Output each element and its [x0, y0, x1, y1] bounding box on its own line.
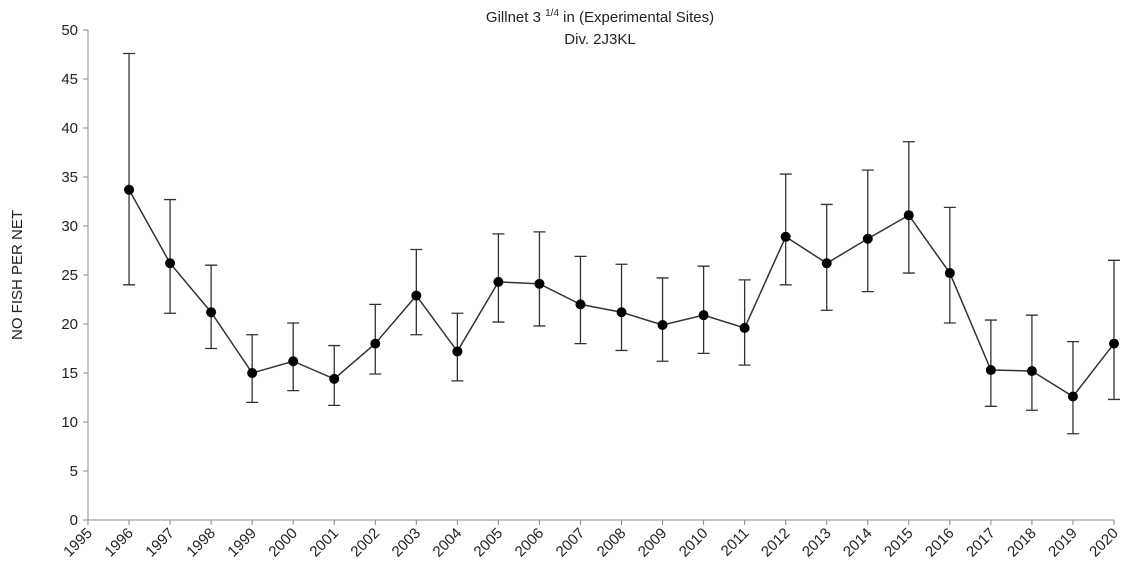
error-bar [902, 141, 915, 274]
data-point [780, 231, 791, 242]
x-tick-label: 2000 [265, 525, 301, 561]
x-tick-label: 1995 [60, 525, 96, 561]
x-tick-label: 2015 [881, 525, 917, 561]
data-point [493, 276, 504, 287]
data-point [575, 299, 586, 310]
error-bar [164, 198, 177, 314]
x-tick-label: 2008 [594, 525, 630, 561]
y-tick-label: 40 [61, 120, 78, 137]
y-tick-label: 10 [61, 414, 78, 431]
x-tick-label: 2006 [512, 525, 548, 561]
data-point [370, 338, 381, 349]
y-tick-label: 50 [61, 22, 78, 39]
x-tick-label: 2018 [1004, 525, 1040, 561]
y-axis-label: NO FISH PER NET [9, 210, 26, 340]
x-tick-label: 2002 [347, 525, 383, 561]
x-tick-label: 2019 [1045, 525, 1081, 561]
data-point [698, 310, 709, 321]
error-bar [1066, 340, 1079, 435]
error-bar [1108, 259, 1120, 401]
x-tick-label: 2004 [430, 525, 466, 561]
x-tick-label: 2001 [306, 525, 342, 561]
data-point [616, 307, 627, 318]
data-point [247, 368, 258, 378]
data-point [1026, 366, 1037, 377]
error-bar [697, 265, 710, 355]
error-bar [984, 319, 997, 407]
data-point [985, 365, 996, 376]
x-tick-label: 2003 [389, 525, 425, 561]
y-tick-label: 20 [61, 316, 78, 333]
x-tick-label: 2020 [1086, 525, 1122, 561]
data-point [452, 346, 463, 357]
data-point [411, 290, 422, 301]
y-tick-label: 35 [61, 169, 78, 186]
y-tick-label: 25 [61, 267, 78, 284]
error-bar [656, 277, 669, 362]
data-point [1067, 391, 1078, 402]
title-part: Gillnet 3 [486, 9, 545, 26]
x-tick-label: 2007 [553, 525, 589, 561]
error-bar [123, 52, 136, 286]
chart-title: Gillnet 3 1/4 in (Experimental Sites) [486, 8, 714, 26]
error-bar [1025, 314, 1038, 411]
x-tick-label: 2011 [718, 525, 753, 560]
data-point [329, 373, 340, 384]
error-bar [861, 169, 874, 293]
data-point [821, 258, 832, 269]
x-tick-label: 2012 [758, 525, 794, 561]
y-tick-label: 30 [61, 218, 78, 235]
error-bar [943, 206, 956, 324]
chart-subtitle: Div. 2J3KL [564, 31, 635, 48]
x-tick-label: 2010 [676, 525, 712, 561]
data-point [1109, 338, 1119, 349]
data-point [862, 233, 873, 244]
y-tick-label: 0 [70, 512, 78, 529]
data-point [165, 258, 176, 269]
x-tick-label: 2017 [963, 525, 999, 561]
y-tick-label: 45 [61, 71, 78, 88]
x-tick-label: 1999 [224, 525, 260, 561]
error-bar [820, 203, 833, 311]
y-tick-label: 15 [61, 365, 78, 382]
data-point [534, 278, 545, 289]
x-tick-label: 1997 [142, 525, 178, 561]
data-point [657, 319, 668, 330]
data-point [739, 322, 750, 333]
title-part: 1/4 [545, 8, 559, 19]
x-tick-label: 1998 [183, 525, 219, 561]
error-bar [738, 279, 751, 366]
data-point [206, 307, 217, 318]
x-tick-label: 2013 [799, 525, 835, 561]
error-bar [779, 173, 792, 286]
y-tick-label: 5 [70, 463, 78, 480]
title-part: in (Experimental Sites) [559, 9, 714, 26]
x-tick-label: 2005 [471, 525, 507, 561]
data-point [944, 268, 955, 279]
x-tick-label: 1996 [101, 525, 137, 561]
data-point [903, 210, 914, 221]
data-point [124, 184, 135, 195]
error-bar [205, 264, 218, 350]
data-point [288, 356, 299, 367]
x-tick-label: 2014 [840, 525, 876, 561]
x-tick-label: 2009 [635, 525, 671, 561]
x-tick-label: 2016 [922, 525, 958, 561]
